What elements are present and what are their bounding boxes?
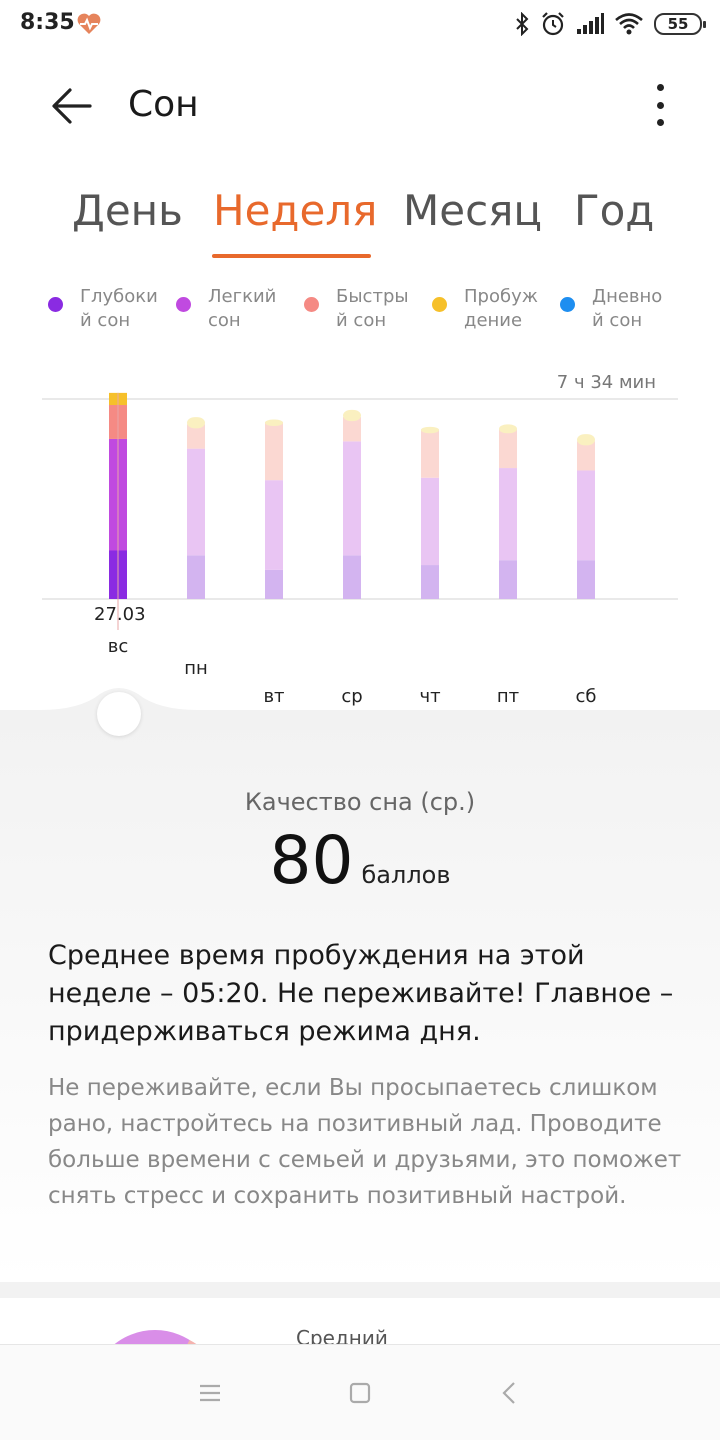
day-label[interactable]: вт [263,686,285,707]
advice-body: Не переживайте, если Вы просыпаетесь сли… [48,1075,682,1209]
bar-segment [499,468,517,561]
legend-dot [176,297,191,312]
day-label[interactable]: вс [107,636,129,657]
day-label[interactable]: чт [419,686,441,707]
day-label[interactable]: сб [575,686,597,707]
tab-month[interactable]: Месяц [403,186,543,235]
back-button[interactable] [48,82,96,130]
sleep-quality-card [0,710,720,1282]
bar-segment [577,441,595,471]
menu-icon[interactable] [190,1375,230,1411]
signal-icon [577,13,604,34]
bar-segment [343,409,361,422]
legend-label: Дневно й сон [592,286,663,331]
legend-label: Легкий сон [208,286,277,331]
bar-segment [187,424,205,449]
legend-label: Пробуж дение [464,286,538,331]
status-bar: 8:35 55 [0,0,720,50]
heart-rate-icon [77,13,101,34]
wifi-icon [615,13,643,35]
home-square-icon[interactable] [340,1375,380,1411]
tab-week[interactable]: Неделя [213,186,378,235]
battery-icon: 55 [654,13,706,35]
day-label[interactable]: пт [496,686,520,707]
bar-segment [187,555,205,599]
legend-dot [560,297,575,312]
bar-segment [343,417,361,442]
sleep-week-chart[interactable]: 7 ч 34 мин 27.03 вс пн вт ср чт пт сб [0,360,720,710]
period-tabs: День Неделя Месяц Год [0,186,720,266]
bluetooth-icon [516,12,529,36]
back-chevron-icon[interactable] [490,1375,530,1411]
bar-segment [421,565,439,599]
active-tab-indicator [212,254,371,258]
sleep-quality-score: 80 баллов [0,822,720,899]
day-label[interactable]: пн [184,658,208,679]
bar-segment [499,424,517,434]
tab-year[interactable]: Год [574,186,655,235]
sleep-quality-label: Качество сна (ср.) [244,788,476,816]
legend-label: Быстры й сон [336,286,409,331]
bar-segment [265,419,283,426]
legend-dot [304,297,319,312]
bar-segment [187,417,205,429]
score-value: 80 [269,822,354,899]
legend-label: Глубоки й сон [80,286,158,331]
chart-slider-handle[interactable] [97,692,141,736]
bar-segment [421,429,439,478]
sleep-donut-chart [114,1330,197,1344]
more-vertical-icon [656,84,664,91]
legend-dot [48,297,63,312]
bar-segment [343,441,361,556]
average-sleep-card[interactable]: Средний [0,1298,720,1344]
chart-svg [42,392,678,630]
system-nav-bar [0,1344,720,1440]
status-time: 8:35 [20,10,75,35]
alarm-icon [542,12,564,36]
bar-segment [499,560,517,599]
day-label[interactable]: ср [341,686,363,707]
reference-line-label: 7 ч 34 мин [556,372,656,393]
selected-date-label: 27.03 [94,604,146,625]
bar-segment [421,426,439,434]
bar-segment [577,560,595,599]
chart-legend: Глубоки й сон Легкий сон Быстры й сон Пробу… [0,285,720,345]
average-label: Средний [296,1326,388,1344]
bar-segment [187,448,205,556]
card-wave-edge [0,688,720,712]
section-divider [0,1282,720,1298]
bar-segment [577,434,595,446]
more-options-button[interactable] [640,80,680,130]
header: Сон [0,60,720,150]
bar-segment [265,421,283,481]
legend-dot [432,297,447,312]
bar-segment [265,480,283,570]
bar-segment [421,477,439,566]
advice-title: Среднее время пробуждения на этой неделе… [48,940,674,1047]
score-unit: баллов [361,861,451,889]
bar-segment [343,555,361,599]
bar-segment [577,470,595,561]
tab-day[interactable]: День [72,186,183,235]
page-title: Сон [128,84,199,125]
bar-segment [499,429,517,469]
bar-segment [265,569,283,599]
